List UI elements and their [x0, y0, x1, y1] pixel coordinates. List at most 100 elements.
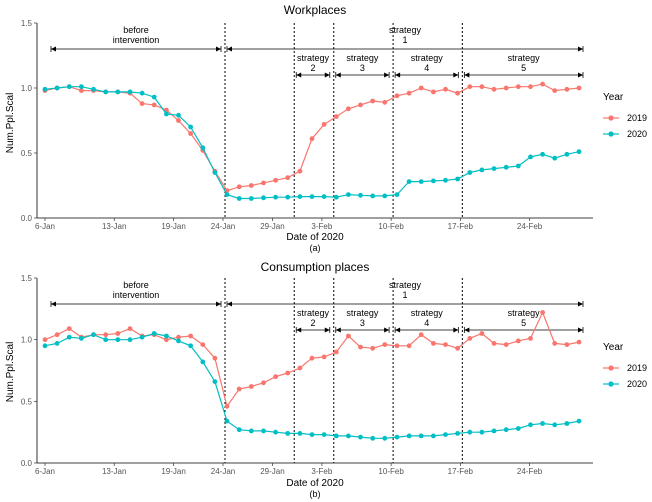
data-point-2019 [285, 370, 291, 376]
data-point-2020 [358, 434, 363, 440]
data-point-2020 [370, 193, 376, 199]
data-point-2019 [443, 342, 448, 347]
data-point-2019 [564, 86, 570, 92]
legend-title: Year [603, 342, 624, 353]
data-point-2019 [467, 84, 473, 90]
data-point-2020 [188, 343, 194, 349]
data-point-2020 [382, 435, 388, 441]
y-tick-label: 0.0 [21, 459, 33, 468]
y-tick-label: 0.5 [21, 397, 33, 406]
strategy-label: strategy [411, 308, 444, 318]
data-point-2019 [42, 337, 48, 343]
strategy-arrow-arrowhead-right [453, 327, 459, 333]
annotation-label: before [123, 280, 149, 290]
data-point-2019 [382, 99, 388, 105]
data-point-2019 [285, 175, 291, 181]
data-point-2019 [321, 354, 327, 360]
data-point-2020 [418, 179, 424, 185]
caption: (a) [310, 243, 321, 253]
x-tick-label: 19-Jan [161, 467, 185, 476]
data-point-2019 [248, 384, 254, 389]
data-point-2019 [309, 355, 315, 361]
data-point-2020 [224, 192, 230, 198]
series-line-2020 [44, 86, 580, 200]
strategy-label: strategy [346, 53, 379, 63]
data-point-2020 [309, 432, 315, 437]
annotation-arrow-arrowhead-left [51, 46, 56, 52]
data-point-2020 [54, 85, 60, 91]
legend: Year 2019 2020 [603, 92, 647, 139]
strategy-label: 4 [424, 63, 429, 73]
annotation-label: strategy [389, 280, 422, 290]
strategy-arrow-arrowhead-right [578, 72, 583, 78]
strategy-label: strategy [411, 53, 444, 63]
data-point-2020 [443, 177, 448, 183]
data-point-2019 [503, 85, 509, 91]
x-tick-label: 24-Jan [211, 222, 235, 231]
data-point-2020 [479, 167, 485, 173]
data-point-2020 [576, 149, 582, 155]
data-point-2020 [418, 433, 424, 439]
data-point-2020 [139, 334, 145, 340]
annotation-arrow-arrowhead-left [51, 301, 56, 307]
data-point-2020 [127, 337, 133, 343]
chart-title: Workplaces [284, 3, 346, 17]
data-point-2019 [236, 386, 242, 392]
legend-label: 2020 [627, 379, 647, 389]
x-tick-label: 24-Feb [517, 467, 543, 476]
data-point-2020 [103, 337, 109, 343]
data-point-2020 [236, 196, 242, 201]
data-point-2020 [406, 179, 412, 185]
data-point-2020 [309, 194, 315, 200]
data-point-2020 [285, 431, 291, 436]
data-point-2019 [370, 98, 376, 104]
data-point-2019 [273, 177, 278, 183]
data-point-2019 [333, 349, 339, 355]
data-point-2019 [455, 90, 460, 96]
data-point-2019 [164, 337, 169, 343]
data-point-2019 [79, 88, 84, 93]
legend-item-2020: 2020 [603, 129, 647, 139]
panel-consumption-places: Consumption places Date of 2020 (b) Num.… [5, 260, 593, 499]
legend-swatch-point [608, 131, 614, 137]
data-point-2020 [151, 94, 157, 100]
data-point-2020 [297, 194, 303, 200]
strategy-arrow-arrowhead-right [384, 327, 390, 333]
data-point-2020 [515, 426, 521, 431]
strategy-arrow-arrowhead-left [296, 327, 302, 333]
legend-title: Year [603, 92, 624, 103]
data-point-2020 [443, 432, 448, 437]
data-point-2020 [394, 192, 400, 198]
data-point-2019 [431, 341, 436, 346]
data-point-2019 [576, 85, 582, 91]
data-point-2019 [394, 343, 400, 349]
data-point-2020 [273, 194, 278, 200]
strategy-label: strategy [508, 308, 541, 318]
x-tick-label: 17-Feb [448, 222, 474, 231]
annotation-label: 1 [402, 290, 407, 300]
strategy-label: strategy [297, 53, 330, 63]
x-tick-label: 6-Jan [35, 222, 55, 231]
x-axis-title: Date of 2020 [286, 232, 344, 243]
data-point-2020 [176, 338, 181, 344]
data-point-2020 [91, 86, 96, 92]
strategy-label: 3 [360, 63, 365, 73]
x-tick-label: 3-Feb [311, 467, 332, 476]
data-point-2019 [370, 345, 376, 351]
strategy-label: 4 [424, 318, 429, 328]
strategy-arrow-arrowhead-left [296, 72, 302, 78]
data-point-2019 [552, 341, 558, 346]
data-point-2020 [224, 418, 230, 424]
strategy-arrow-arrowhead-right [324, 72, 330, 78]
data-point-2020 [394, 434, 400, 440]
annotation-arrow-arrowhead-right [216, 46, 221, 52]
x-tick-label: 6-Jan [35, 467, 55, 476]
legend-label: 2019 [627, 363, 647, 373]
data-point-2019 [479, 331, 485, 336]
data-point-2020 [503, 164, 509, 170]
data-point-2019 [540, 81, 545, 87]
data-point-2019 [176, 118, 181, 123]
data-point-2020 [200, 145, 206, 151]
legend: Year 2019 2020 [603, 342, 647, 389]
data-point-2020 [42, 343, 48, 349]
